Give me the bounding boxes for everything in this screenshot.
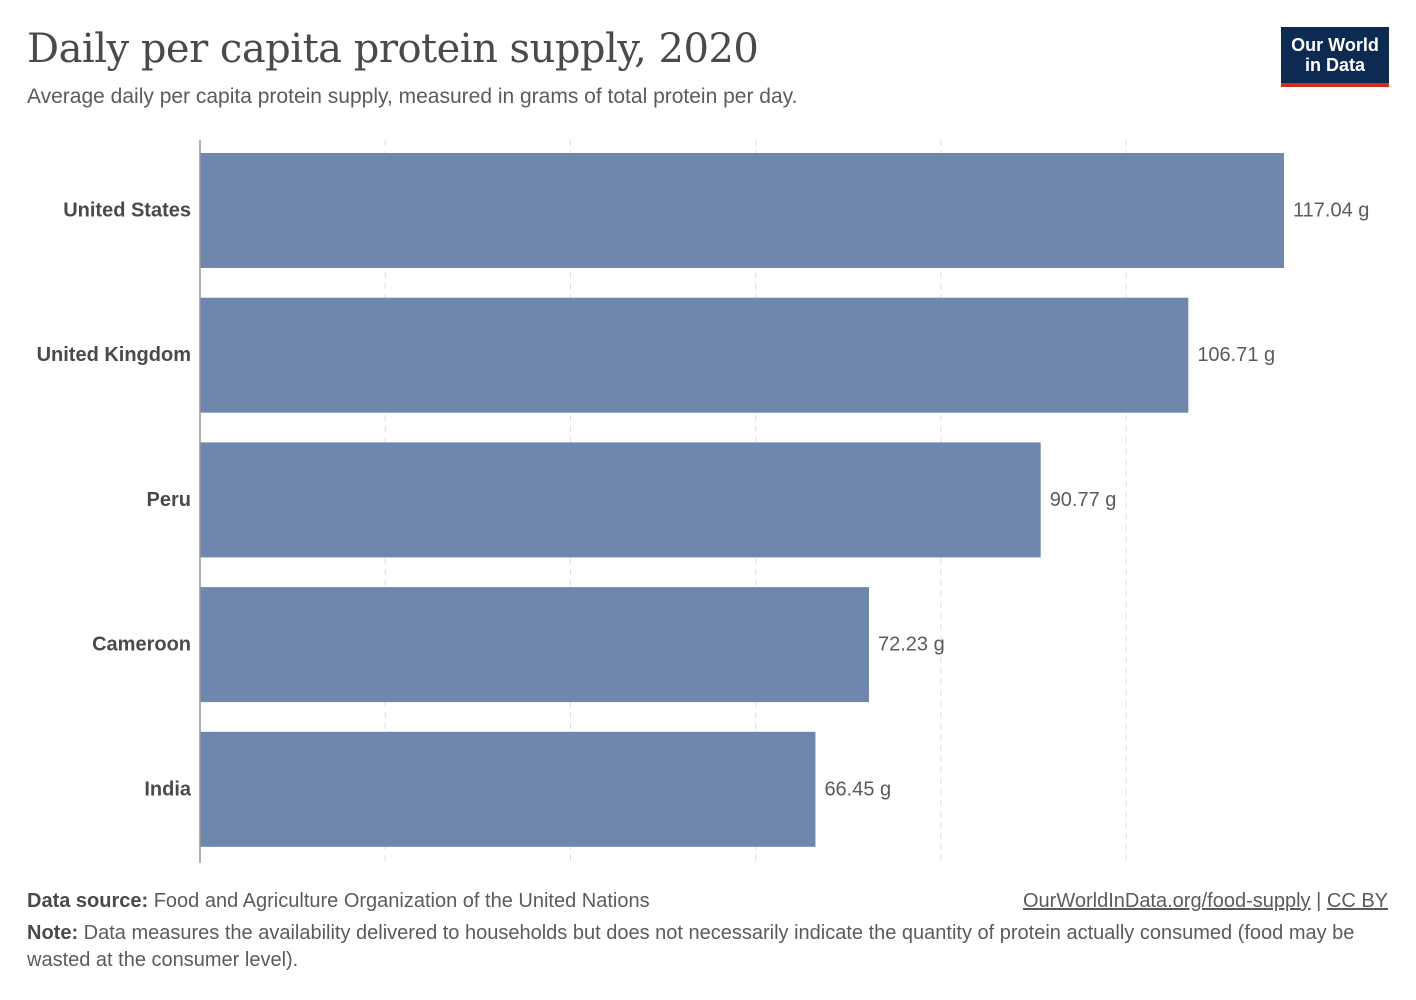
logo-line-2: in Data <box>1304 55 1365 75</box>
footer-source-row: Data source: Food and Agriculture Organi… <box>27 890 1388 913</box>
value-label-peru: 90.77 g <box>1050 489 1117 511</box>
chart-title: Daily per capita protein supply, 2020 <box>27 26 759 72</box>
bar-cameroon <box>200 587 869 703</box>
chart-subtitle: Average daily per capita protein supply,… <box>27 85 798 108</box>
bar-united-kingdom <box>200 297 1189 413</box>
category-label-united-kingdom: United Kingdom <box>37 344 191 366</box>
value-label-cameroon: 72.23 g <box>878 634 945 656</box>
value-label-united-states: 117.04 g <box>1293 200 1369 222</box>
category-label-peru: Peru <box>147 489 191 511</box>
bar-united-states <box>200 153 1284 268</box>
category-label-united-states: United States <box>63 200 191 222</box>
bar-chart: United States 117.04 g United Kingdom 106.7… <box>37 140 1369 863</box>
source-label: Data source: <box>27 890 149 912</box>
source-text: Food and Agriculture Organization of the… <box>153 890 650 912</box>
bar-india <box>200 731 816 847</box>
value-label-united-kingdom: 106.71 g <box>1197 344 1275 366</box>
logo-line-1: Our World <box>1291 35 1379 55</box>
link-separator: | <box>1316 890 1322 912</box>
note-text: Data measures the availability delivered… <box>27 922 1355 971</box>
footer-note: Note: Data measures the availability del… <box>27 920 1388 974</box>
value-label-india: 66.45 g <box>824 778 891 800</box>
category-label-india: India <box>144 778 192 800</box>
owid-logo[interactable]: Our World in Data <box>1281 27 1389 87</box>
footer-links: OurWorldInData.org/food-supply | CC BY <box>1023 890 1388 913</box>
note-label: Note: <box>27 922 79 944</box>
source-link[interactable]: OurWorldInData.org/food-supply <box>1022 890 1311 912</box>
category-label-cameroon: Cameroon <box>92 634 191 656</box>
license-link[interactable]: CC BY <box>1326 890 1388 912</box>
bar-peru <box>200 442 1041 558</box>
